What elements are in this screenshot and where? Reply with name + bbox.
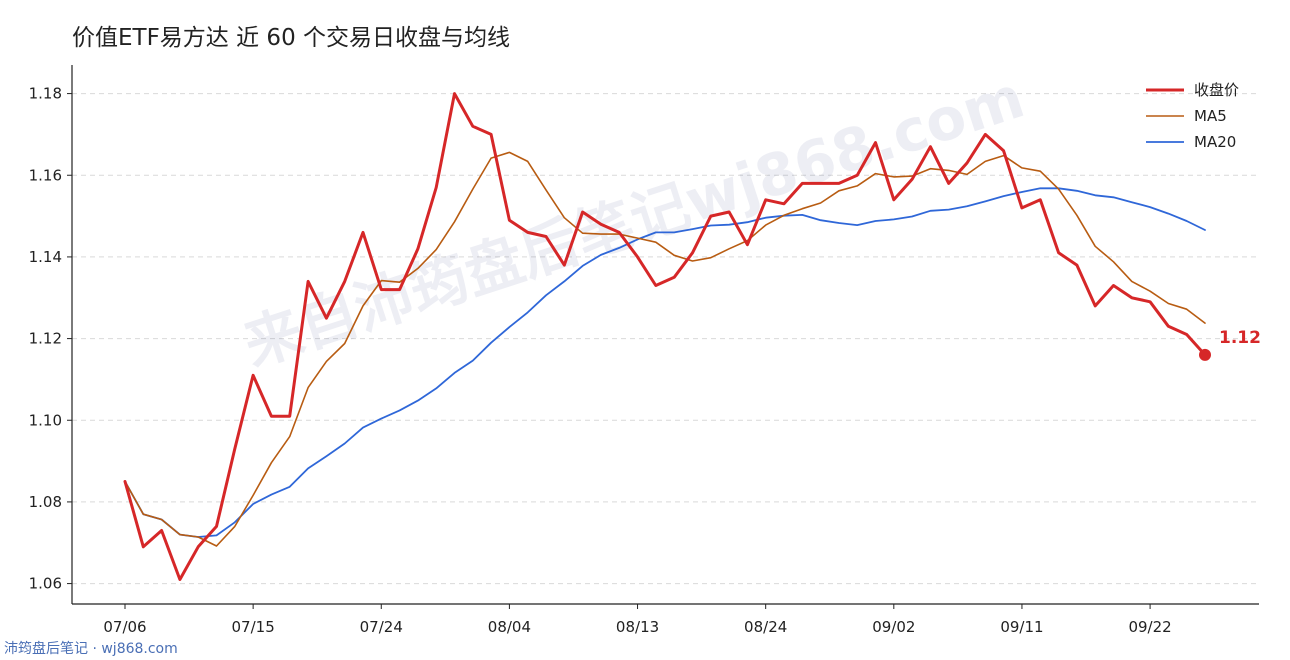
chart-title: 价值ETF易方达 近 60 个交易日收盘与均线: [72, 25, 510, 51]
x-axis-ticks: 07/06 07/15 07/24 08/04 08/13 08/24 09/02 09/11…: [103, 604, 1172, 636]
y-tick-label: 1.18: [29, 85, 62, 103]
x-tick-label: 08/04: [488, 618, 531, 636]
x-tick-label: 07/15: [232, 618, 275, 636]
y-axis-ticks: 1.06 1.08 1.10 1.12 1.14 1.16 1.18: [29, 85, 72, 593]
last-close-point: [1199, 348, 1211, 361]
footer-text: 沛筠盘后笔记 · wj868.com: [4, 640, 178, 657]
x-tick-label: 09/11: [1000, 618, 1043, 636]
series-line-close: [123, 92, 1207, 581]
x-tick-label: 07/06: [103, 618, 146, 636]
series-lines: [123, 92, 1207, 581]
y-tick-label: 1.06: [29, 575, 62, 593]
last-close-label: 1.12: [1219, 328, 1261, 348]
y-tick-label: 1.12: [29, 330, 62, 348]
watermark-text: 来自沛筠盘后笔记wj868.com: [236, 63, 1032, 380]
watermark: 来自沛筠盘后笔记wj868.com: [236, 63, 1032, 380]
x-tick-label: 08/24: [744, 618, 787, 636]
legend-label: MA20: [1194, 133, 1236, 151]
legend-label: 收盘价: [1194, 81, 1239, 99]
y-tick-label: 1.14: [29, 248, 62, 266]
y-tick-label: 1.16: [29, 166, 62, 184]
end-marker: 1.12: [1199, 328, 1261, 361]
series-line-ma5: [124, 151, 1206, 547]
x-tick-label: 07/24: [360, 618, 403, 636]
axes: [71, 65, 1259, 605]
x-tick-label: 08/13: [616, 618, 659, 636]
series-line-ma20: [124, 187, 1206, 538]
legend-label: MA5: [1194, 107, 1227, 125]
legend: 收盘价 MA5 MA20: [1146, 81, 1239, 151]
x-tick-label: 09/02: [872, 618, 915, 636]
y-tick-label: 1.08: [29, 493, 62, 511]
y-tick-label: 1.10: [29, 411, 62, 429]
x-tick-label: 09/22: [1128, 618, 1171, 636]
